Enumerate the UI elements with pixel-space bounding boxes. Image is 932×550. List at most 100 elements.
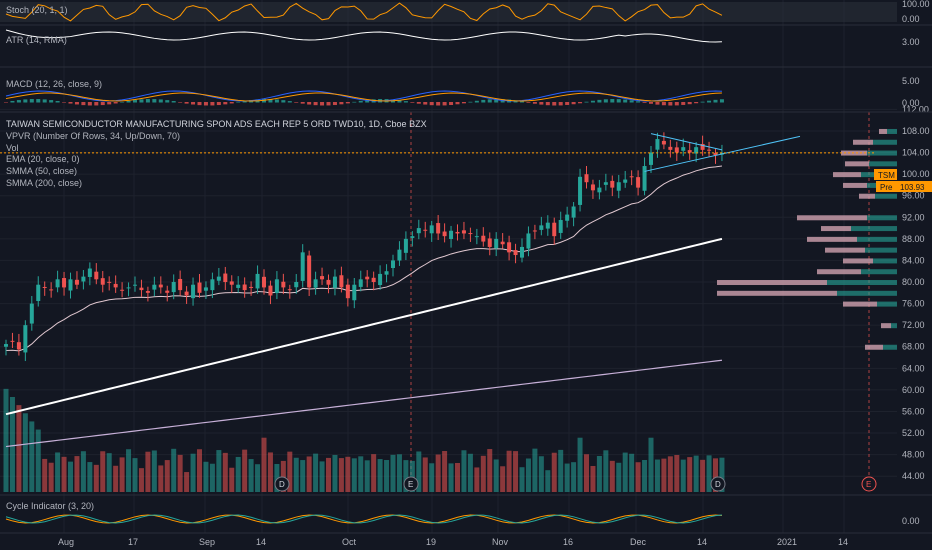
y-tick-label: 72.00 xyxy=(902,320,925,330)
dividend-marker[interactable]: D xyxy=(710,476,726,492)
volume-bar xyxy=(706,455,712,492)
macd-histogram-bar xyxy=(223,102,228,105)
pre-tag-text: Pre xyxy=(880,183,893,192)
indicator-label-smma50[interactable]: SMMA (50, close) xyxy=(6,166,77,176)
vpvr-row-down xyxy=(853,139,873,145)
indicator-label-vpvr[interactable]: VPVR (Number Of Rows, 34, Up/Down, 70) xyxy=(6,131,180,141)
volume-bar xyxy=(171,448,177,492)
macd-histogram-bar xyxy=(461,102,466,104)
volume-bar xyxy=(448,463,454,492)
volume-bar xyxy=(371,454,377,492)
vpvr-row-down xyxy=(845,161,869,167)
macd-histogram-bar xyxy=(642,102,647,103)
cycle-label[interactable]: Cycle Indicator (3, 20) xyxy=(6,501,94,511)
macd-histogram-bar xyxy=(623,99,628,103)
macd-histogram-bar xyxy=(203,102,208,106)
candle-body xyxy=(603,182,608,185)
volume-bar xyxy=(519,467,525,492)
macd-histogram-bar xyxy=(565,102,570,105)
dividend-marker[interactable]: D xyxy=(274,476,290,492)
smma-200-line xyxy=(5,359,723,448)
macd-histogram-bar xyxy=(397,100,402,103)
volume-bar xyxy=(16,405,22,492)
svg-text:D: D xyxy=(279,480,285,489)
atr-label[interactable]: ATR (14, RMA) xyxy=(6,35,67,45)
candle-body xyxy=(49,289,54,291)
volume-bar xyxy=(222,452,228,492)
vpvr-row-up xyxy=(857,236,897,242)
candle-body xyxy=(216,276,221,281)
symbol-title[interactable]: TAIWAN SEMICONDUCTOR MANUFACTURING SPON … xyxy=(6,119,427,129)
indicator-label-ema[interactable]: EMA (20, close, 0) xyxy=(6,154,80,164)
volume-bar xyxy=(422,457,428,492)
stoch-tick-100: 100.00 xyxy=(902,0,930,9)
volume-bar xyxy=(564,463,570,492)
macd-histogram-bar xyxy=(636,101,641,103)
vpvr-row-up xyxy=(827,280,897,286)
trendline-lower xyxy=(644,135,801,172)
candle-body xyxy=(461,230,466,234)
candle-body xyxy=(242,284,247,291)
vpvr-row-up xyxy=(873,139,897,145)
earnings-marker-upcoming[interactable]: E xyxy=(861,476,877,492)
volume-bar xyxy=(487,449,493,492)
volume-bar xyxy=(345,456,351,492)
indicator-label-vol[interactable]: Vol xyxy=(6,143,19,153)
volume-bar xyxy=(500,466,506,492)
volume-bar xyxy=(48,462,54,492)
macd-histogram-bar xyxy=(365,99,370,103)
macd-histogram-bar xyxy=(429,102,434,106)
candle-body xyxy=(378,273,383,286)
volume-bar xyxy=(538,456,544,492)
candle-body xyxy=(16,342,21,350)
macd-histogram-bar xyxy=(229,102,234,104)
candle-body xyxy=(597,187,602,193)
volume-bar xyxy=(713,458,718,492)
volume-profile xyxy=(717,128,897,350)
volume-bar xyxy=(80,451,86,492)
macd-histogram-bar xyxy=(694,102,699,104)
candle-body xyxy=(10,340,15,342)
macd-label[interactable]: MACD (12, 26, close, 9) xyxy=(6,79,102,89)
vpvr-row-down xyxy=(841,150,867,156)
macd-histogram-bar xyxy=(42,99,47,103)
candle-body xyxy=(668,146,673,150)
smma-50-line xyxy=(5,237,723,416)
volume-bar xyxy=(274,463,280,492)
candle-body xyxy=(513,250,518,256)
volume-bar xyxy=(622,452,628,492)
volume-bar xyxy=(661,458,667,492)
volume-bar xyxy=(648,437,654,492)
macd-histogram-bar xyxy=(55,100,60,103)
macd-histogram-bar xyxy=(49,100,54,103)
candle-body xyxy=(345,284,350,299)
candle-body xyxy=(616,182,621,191)
candle-body xyxy=(436,223,441,234)
volume-bar xyxy=(551,452,557,492)
macd-histogram-bar xyxy=(133,100,137,103)
volume-bar xyxy=(409,460,415,492)
macd-histogram-bar xyxy=(210,102,215,106)
x-tick-17: 17 xyxy=(128,537,138,547)
symbol-price-tag[interactable]: TSM xyxy=(874,169,897,180)
volume-bar xyxy=(300,460,306,492)
macd-histogram-bar xyxy=(236,101,241,103)
atr-line xyxy=(5,29,722,43)
candle-body xyxy=(520,246,524,258)
volume-bar xyxy=(442,451,448,492)
earnings-marker[interactable]: E xyxy=(403,476,419,492)
pre-market-price-tag[interactable]: Pre 103.93 xyxy=(876,181,932,192)
macd-histogram-bar xyxy=(687,102,692,105)
candle-body xyxy=(320,276,325,280)
y-tick-label: 44.00 xyxy=(902,471,925,481)
x-tick-nov: Nov xyxy=(492,537,509,547)
macd-histogram-bar xyxy=(410,102,415,103)
indicator-label-smma200[interactable]: SMMA (200, close) xyxy=(6,178,82,188)
candle-body xyxy=(642,166,647,191)
stoch-label[interactable]: Stoch (20, 1, 1) xyxy=(6,5,68,15)
macd-histogram-bar xyxy=(145,99,150,103)
macd-histogram-bar xyxy=(4,102,8,103)
vpvr-row-up xyxy=(877,301,897,307)
